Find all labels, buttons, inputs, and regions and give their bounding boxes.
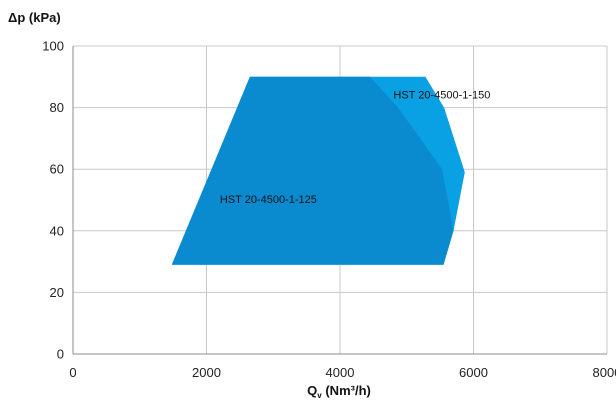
- axes: [72, 46, 607, 355]
- y-tick-label: 20: [50, 285, 64, 300]
- x-axis-title-subscript: v: [317, 391, 322, 400]
- x-tick-label: 6000: [459, 365, 488, 380]
- x-tick-label: 2000: [192, 365, 221, 380]
- y-tick-label: 40: [50, 223, 64, 238]
- x-axis-title: Qv (Nm³/h): [307, 383, 371, 400]
- series-regions: [171, 76, 465, 265]
- series-label-1: HST 20-4500-1-125: [220, 194, 317, 206]
- x-axis-title-symbol: Q: [307, 383, 317, 398]
- y-tick-label: 0: [57, 347, 64, 362]
- x-tick-label: 4000: [326, 365, 355, 380]
- y-tick-label: 60: [50, 162, 64, 177]
- y-axis-title: Δp (kPa): [8, 10, 61, 25]
- series-label-0: HST 20-4500-1-150: [393, 89, 490, 101]
- y-tick-label: 100: [42, 39, 64, 54]
- y-tick-label: 80: [50, 100, 64, 115]
- series-region-1: [171, 76, 454, 265]
- x-axis-title-units: (Nm³/h): [322, 383, 371, 398]
- x-tick-label: 0: [69, 365, 76, 380]
- region-labels: HST 20-4500-1-150 HST 20-4500-1-125: [220, 89, 491, 206]
